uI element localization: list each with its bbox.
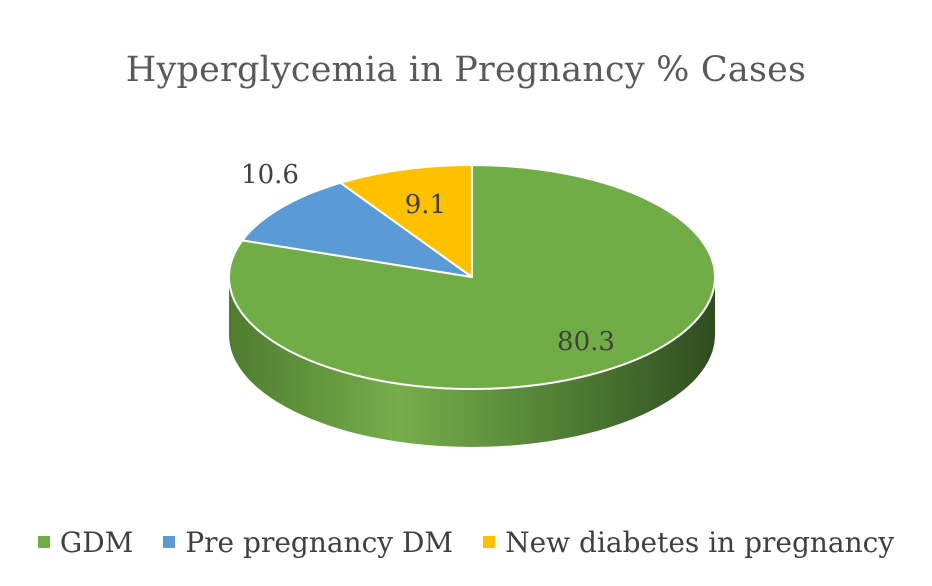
legend-item-new-diabetes-in-pregnancy: New diabetes in pregnancy	[483, 526, 894, 559]
pie-side-wall	[229, 277, 715, 447]
legend-label: New diabetes in pregnancy	[505, 525, 895, 559]
data-label-pre-pregnancy-dm: 10.6	[241, 160, 299, 190]
pie-slice-new-diabetes-in-pregnancy	[339, 164, 473, 278]
data-label-gdm: 80.3	[557, 327, 615, 357]
legend-label: GDM	[59, 525, 134, 559]
chart-title: Hyperglycemia in Pregnancy % Cases	[125, 50, 807, 90]
legend-swatch	[483, 536, 496, 548]
pie-slice-pre-pregnancy-dm	[241, 181, 473, 278]
legend-swatch	[163, 536, 176, 548]
legend-item-gdm: GDM	[37, 525, 134, 559]
legend: GDM Pre pregnancy DM New diabetes in pregn…	[0, 520, 932, 564]
data-label-new-diabetes-in-pregnancy: 9.1	[405, 190, 446, 220]
legend-item-pre-pregnancy-dm: Pre pregnancy DM	[163, 526, 453, 559]
legend-label: Pre pregnancy DM	[185, 525, 454, 559]
legend-swatch	[37, 536, 50, 548]
pie-side-wall-face	[229, 277, 715, 447]
